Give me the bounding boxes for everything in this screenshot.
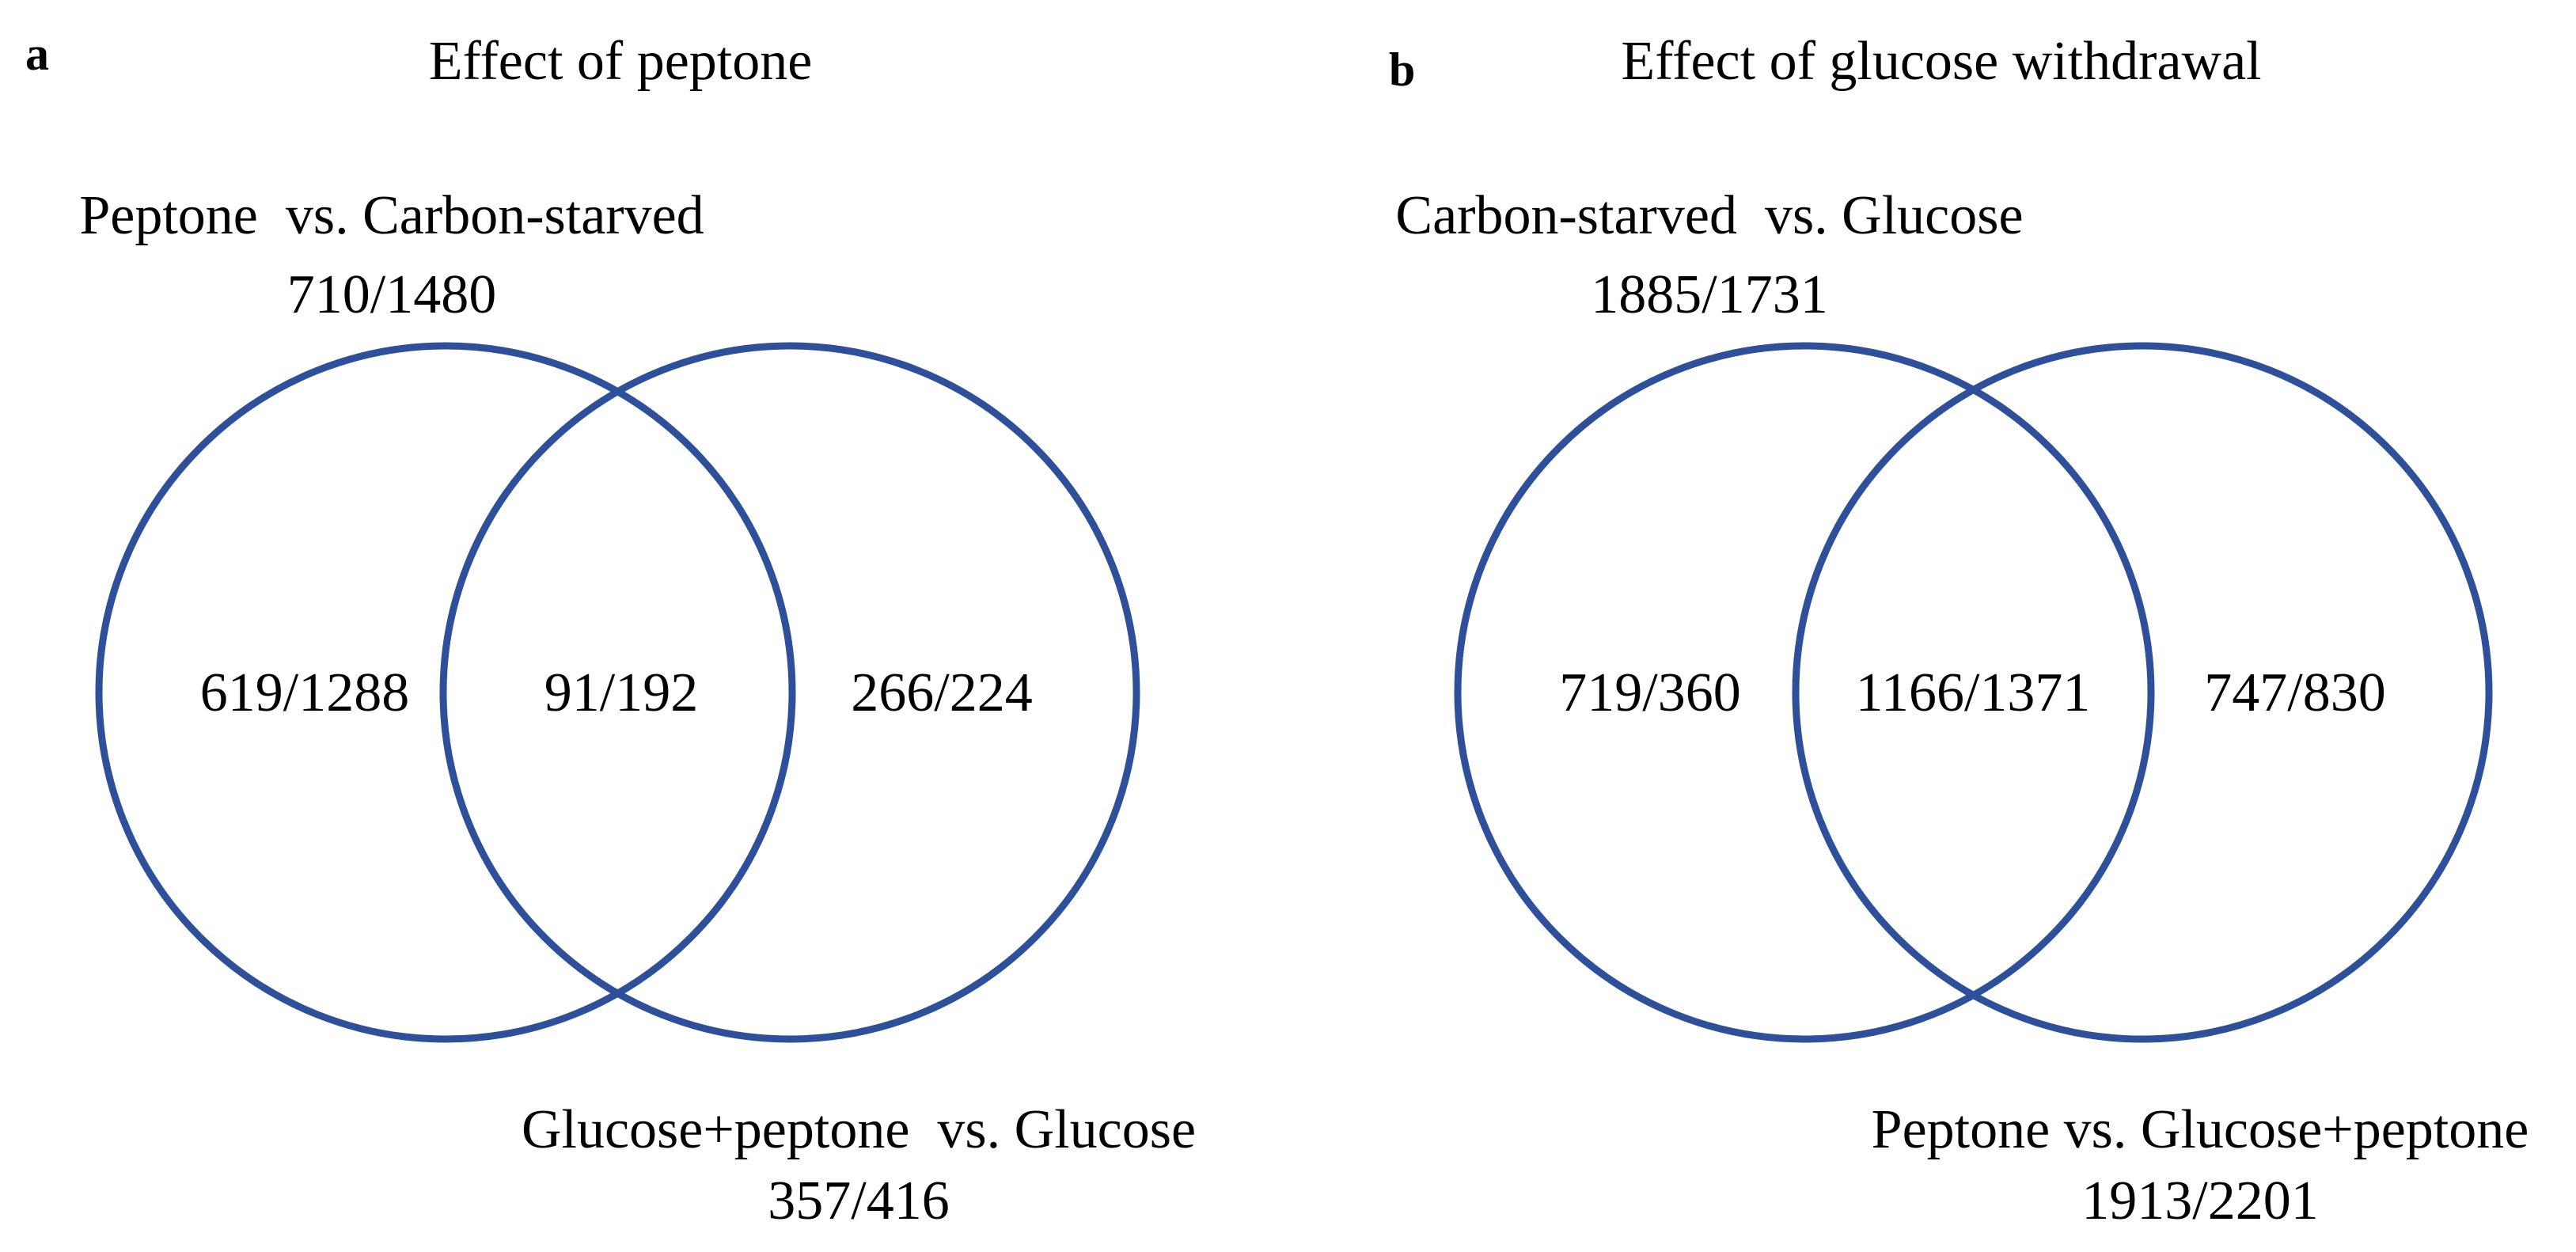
panel-b-right-set-count: 1913/2201 bbox=[2081, 1170, 2318, 1231]
panel-a-left-set-count: 710/1480 bbox=[287, 264, 496, 325]
panel-a-left-circle bbox=[95, 342, 796, 1043]
panel-b-title: Effect of glucose withdrawal bbox=[1621, 31, 2261, 92]
panel-b-left-set-label: Carbon-starved vs. Glucose bbox=[1395, 185, 2023, 246]
panel-b-left-set-count: 1885/1731 bbox=[1591, 264, 1827, 325]
panel-a-overlap-count: 91/192 bbox=[544, 662, 698, 723]
panel-a-left-only-count: 619/1288 bbox=[200, 662, 409, 723]
panel-b-overlap-count: 1166/1371 bbox=[1856, 662, 2091, 723]
panel-b-left-only-count: 719/360 bbox=[1559, 662, 1740, 723]
panel-a-right-set-label: Glucose+peptone vs. Glucose bbox=[522, 1099, 1196, 1160]
panel-b-right-set-label: Peptone vs. Glucose+peptone bbox=[1872, 1099, 2529, 1160]
panel-a-letter: a bbox=[25, 28, 49, 80]
panel-a-right-only-count: 266/224 bbox=[851, 662, 1032, 723]
panel-a: a Effect of peptone Peptone vs. Carbon-s… bbox=[25, 28, 1196, 1231]
panel-b-letter: b bbox=[1389, 44, 1415, 96]
panel-a-title: Effect of peptone bbox=[429, 31, 813, 92]
panel-b-right-circle bbox=[1792, 342, 2493, 1043]
panel-a-left-set-label: Peptone vs. Carbon-starved bbox=[79, 185, 704, 246]
panel-b-right-only-count: 747/830 bbox=[2204, 662, 2385, 723]
panel-a-right-set-count: 357/416 bbox=[768, 1170, 949, 1231]
panel-b: b Effect of glucose withdrawal Carbon-st… bbox=[1389, 31, 2529, 1231]
panel-a-right-circle bbox=[439, 342, 1140, 1043]
panel-b-left-circle bbox=[1454, 342, 2155, 1043]
